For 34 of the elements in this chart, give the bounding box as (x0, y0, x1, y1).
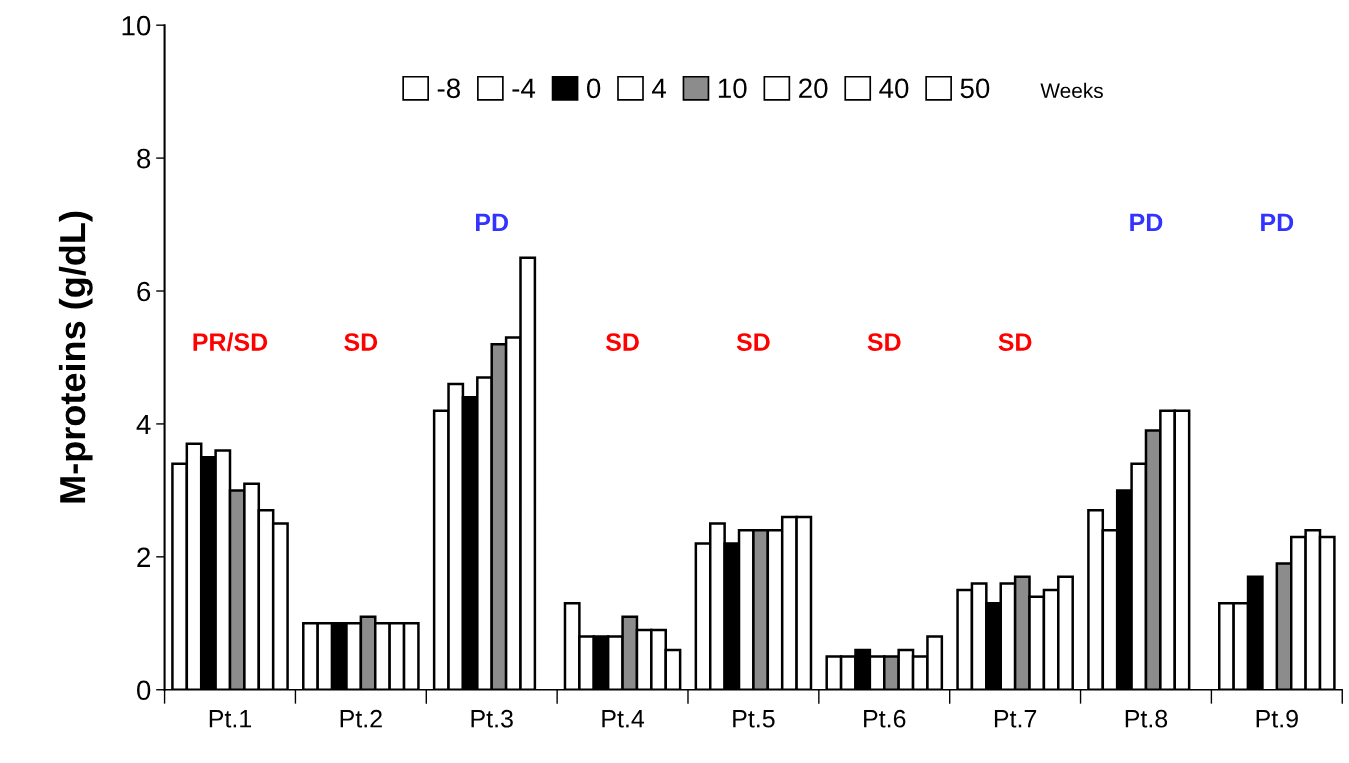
x-tick-label: Pt.7 (994, 710, 1037, 728)
annotation: PR/SD (193, 332, 268, 352)
legend-label: 40 (879, 78, 909, 99)
annotation: PD (1261, 213, 1294, 232)
x-tick-label: Pt.6 (864, 709, 906, 728)
y-tick-label: 0 (137, 680, 151, 701)
annotation: SD (605, 333, 639, 351)
y-tick-label: 2 (137, 547, 150, 567)
legend-title: Weeks (1040, 82, 1103, 99)
y-tick-label: 6 (137, 281, 151, 302)
annotation: PD (476, 213, 509, 232)
annotation: SD (344, 333, 378, 351)
y-tick-label: 4 (136, 414, 151, 434)
y-tick-label: 8 (137, 148, 151, 169)
x-tick-label: Pt.2 (340, 709, 382, 728)
annotation: SD (867, 333, 901, 351)
annotation: SD (736, 333, 770, 351)
legend-label: 10 (718, 78, 747, 99)
y-tick-label: 10 (122, 15, 151, 36)
x-tick-label: Pt.1 (209, 710, 252, 728)
x-tick-label: Pt.5 (733, 710, 775, 728)
annotation: SD (998, 333, 1032, 351)
legend-label: 0 (586, 78, 601, 99)
x-tick-label: Pt.9 (1256, 709, 1298, 728)
y-axis-title: M-proteins (g/dL) (58, 211, 93, 503)
legend-label: 20 (799, 78, 828, 99)
legend-label: 4 (651, 78, 666, 98)
x-tick-label: Pt.4 (602, 710, 645, 728)
legend-label: -8 (437, 78, 460, 99)
x-tick-label: Pt.8 (1125, 709, 1168, 728)
annotation: PD (1130, 213, 1163, 232)
x-tick-label: Pt.3 (471, 709, 513, 728)
legend-label: 50 (960, 78, 990, 99)
legend-label: -4 (512, 78, 536, 98)
